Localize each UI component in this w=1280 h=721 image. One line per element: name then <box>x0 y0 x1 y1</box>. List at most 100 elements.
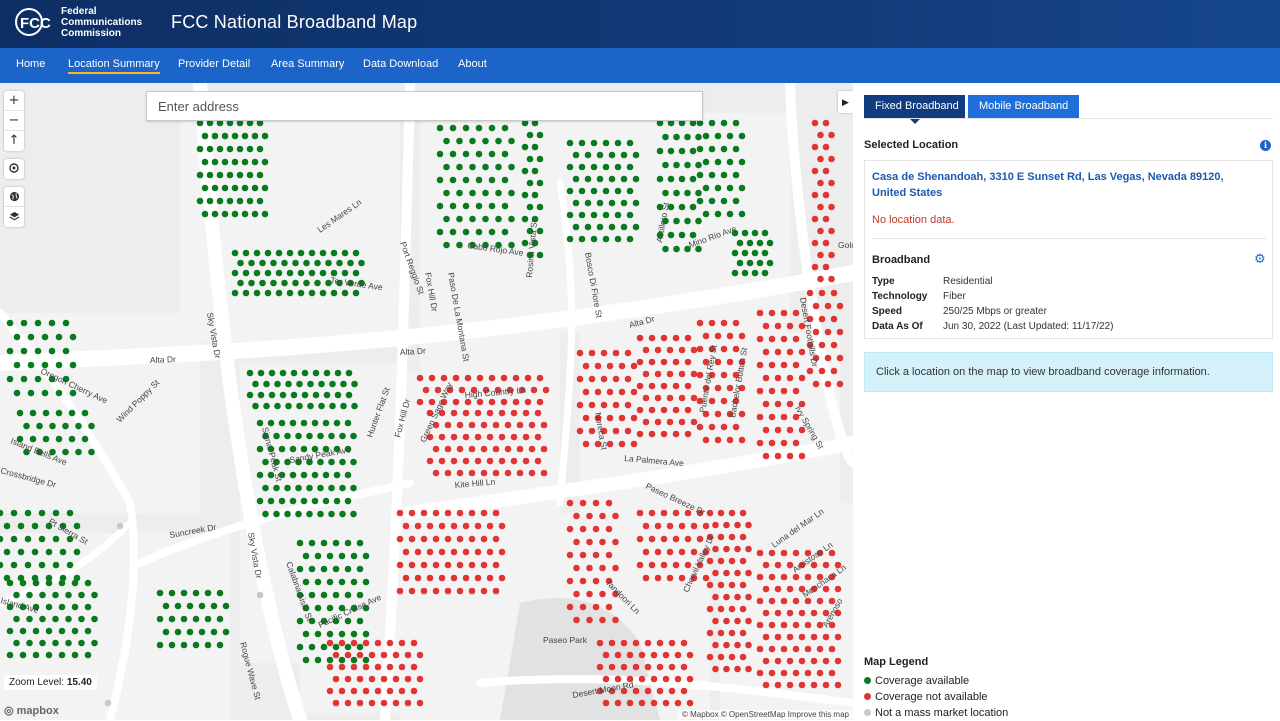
covered-location-dot[interactable] <box>62 347 70 355</box>
covered-location-dot[interactable] <box>333 471 341 479</box>
covered-location-dot[interactable] <box>49 448 56 456</box>
covered-location-dot[interactable] <box>336 259 343 267</box>
uncovered-location-dot[interactable] <box>656 639 664 647</box>
covered-location-dot[interactable] <box>678 175 686 183</box>
uncovered-location-dot[interactable] <box>432 445 440 453</box>
covered-location-dot[interactable] <box>482 189 489 197</box>
uncovered-location-dot[interactable] <box>566 577 574 585</box>
covered-location-dot[interactable] <box>456 189 463 197</box>
uncovered-location-dot[interactable] <box>728 581 736 589</box>
covered-location-dot[interactable] <box>578 139 586 147</box>
covered-location-dot[interactable] <box>29 435 37 443</box>
uncovered-location-dot[interactable] <box>426 522 434 530</box>
uncovered-location-dot[interactable] <box>717 629 725 637</box>
covered-location-dot[interactable] <box>285 402 292 410</box>
uncovered-location-dot[interactable] <box>594 440 602 448</box>
uncovered-location-dot[interactable] <box>582 388 590 396</box>
uncovered-location-dot[interactable] <box>462 457 470 465</box>
uncovered-location-dot[interactable] <box>504 469 512 477</box>
covered-location-dot[interactable] <box>684 161 691 169</box>
uncovered-location-dot[interactable] <box>573 512 580 520</box>
uncovered-location-dot[interactable] <box>708 423 716 431</box>
covered-location-dot[interactable] <box>475 202 483 210</box>
covered-location-dot[interactable] <box>206 171 214 179</box>
covered-location-dot[interactable] <box>261 184 269 192</box>
covered-location-dot[interactable] <box>531 239 539 247</box>
covered-location-dot[interactable] <box>614 187 622 195</box>
uncovered-location-dot[interactable] <box>426 548 434 556</box>
uncovered-location-dot[interactable] <box>780 597 788 605</box>
covered-location-dot[interactable] <box>264 269 272 277</box>
uncovered-location-dot[interactable] <box>828 179 835 187</box>
covered-location-dot[interactable] <box>656 119 664 127</box>
uncovered-location-dot[interactable] <box>600 401 608 409</box>
covered-location-dot[interactable] <box>300 471 308 479</box>
non-mass-market-dot[interactable] <box>104 699 112 707</box>
covered-location-dot[interactable] <box>726 210 734 218</box>
covered-location-dot[interactable] <box>221 210 229 218</box>
covered-location-dot[interactable] <box>572 175 580 183</box>
uncovered-location-dot[interactable] <box>624 427 632 435</box>
covered-location-dot[interactable] <box>284 432 291 440</box>
uncovered-location-dot[interactable] <box>728 653 736 661</box>
uncovered-location-dot[interactable] <box>672 382 680 390</box>
map-attribution[interactable]: © Mapbox © OpenStreetMap Improve this ma… <box>678 710 853 719</box>
covered-location-dot[interactable] <box>436 124 444 132</box>
covered-location-dot[interactable] <box>216 589 224 597</box>
uncovered-location-dot[interactable] <box>830 367 838 375</box>
uncovered-location-dot[interactable] <box>600 375 608 383</box>
uncovered-location-dot[interactable] <box>834 681 842 689</box>
uncovered-location-dot[interactable] <box>708 371 716 379</box>
uncovered-location-dot[interactable] <box>608 639 616 647</box>
crosshair-icon[interactable] <box>4 159 24 179</box>
covered-location-dot[interactable] <box>317 484 324 492</box>
info-icon[interactable]: i <box>1260 140 1271 151</box>
uncovered-location-dot[interactable] <box>374 663 382 671</box>
uncovered-location-dot[interactable] <box>816 669 824 677</box>
uncovered-location-dot[interactable] <box>768 645 776 653</box>
uncovered-location-dot[interactable] <box>492 509 500 517</box>
nav-location-summary[interactable]: Location Summary <box>68 58 160 74</box>
uncovered-location-dot[interactable] <box>806 367 814 375</box>
covered-location-dot[interactable] <box>320 643 328 651</box>
covered-location-dot[interactable] <box>308 643 316 651</box>
uncovered-location-dot[interactable] <box>786 400 794 408</box>
uncovered-location-dot[interactable] <box>690 548 698 556</box>
covered-location-dot[interactable] <box>58 579 66 587</box>
covered-location-dot[interactable] <box>231 249 239 257</box>
uncovered-location-dot[interactable] <box>824 328 832 336</box>
uncovered-location-dot[interactable] <box>768 439 776 447</box>
broadband-map[interactable]: Les Mares Ln Port Reggio St Ter Verde Ave F… <box>0 83 853 720</box>
covered-location-dot[interactable] <box>252 402 259 410</box>
uncovered-location-dot[interactable] <box>498 548 506 556</box>
covered-location-dot[interactable] <box>278 471 286 479</box>
covered-location-dot[interactable] <box>673 161 680 169</box>
uncovered-location-dot[interactable] <box>410 639 418 647</box>
uncovered-location-dot[interactable] <box>666 394 674 402</box>
uncovered-location-dot[interactable] <box>579 551 587 559</box>
covered-location-dot[interactable] <box>521 191 529 199</box>
covered-location-dot[interactable] <box>231 210 239 218</box>
uncovered-location-dot[interactable] <box>450 522 458 530</box>
covered-location-dot[interactable] <box>302 656 310 664</box>
covered-location-dot[interactable] <box>358 279 365 287</box>
uncovered-location-dot[interactable] <box>720 345 728 353</box>
uncovered-location-dot[interactable] <box>638 651 646 659</box>
uncovered-location-dot[interactable] <box>492 587 500 595</box>
fcc-logo[interactable]: FCC <box>14 6 52 38</box>
covered-location-dot[interactable] <box>62 448 69 456</box>
covered-location-dot[interactable] <box>608 175 616 183</box>
uncovered-location-dot[interactable] <box>456 421 464 429</box>
covered-location-dot[interactable] <box>345 391 353 399</box>
covered-location-dot[interactable] <box>488 124 496 132</box>
uncovered-location-dot[interactable] <box>636 358 644 366</box>
uncovered-location-dot[interactable] <box>798 657 806 665</box>
covered-location-dot[interactable] <box>69 361 77 369</box>
uncovered-location-dot[interactable] <box>717 557 725 565</box>
covered-location-dot[interactable] <box>761 269 769 277</box>
covered-location-dot[interactable] <box>328 458 335 466</box>
uncovered-location-dot[interactable] <box>642 418 650 426</box>
uncovered-location-dot[interactable] <box>798 585 806 593</box>
covered-location-dot[interactable] <box>325 279 332 287</box>
covered-location-dot[interactable] <box>210 602 218 610</box>
